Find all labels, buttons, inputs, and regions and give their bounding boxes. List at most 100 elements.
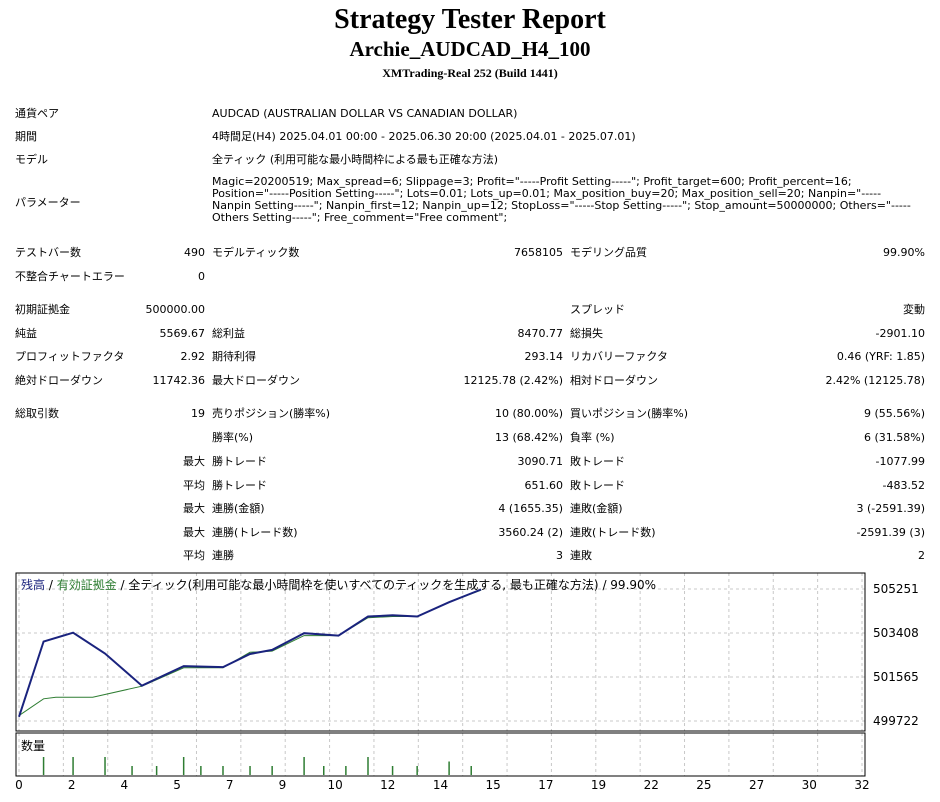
x-tick-label: 4 bbox=[121, 778, 129, 792]
max-consecutive-wins-value: 4 (1655.35) bbox=[498, 502, 563, 515]
broker-server: XMTrading-Real 252 (Build 1441) bbox=[382, 66, 558, 80]
x-tick-label: 2 bbox=[68, 778, 76, 792]
avg-win-label: 勝トレード bbox=[212, 479, 267, 492]
x-tick-label: 22 bbox=[644, 778, 659, 792]
legend-method: 全ティック(利用可能な最小時間枠を使いすべてのティックを生成する, 最も正確な方… bbox=[128, 577, 598, 592]
gross-loss-value: -2901.10 bbox=[875, 327, 925, 340]
max-consecutive-loss-amount-value: -2591.39 (3) bbox=[856, 526, 925, 539]
period-label: 期間 bbox=[15, 130, 37, 143]
avg-loss-value: -483.52 bbox=[882, 479, 925, 492]
x-tick-label: 5 bbox=[173, 778, 181, 792]
x-tick-label: 14 bbox=[433, 778, 448, 792]
series-layer bbox=[18, 588, 482, 718]
win-rate-value: 13 (68.42%) bbox=[494, 431, 563, 444]
volume-layer bbox=[42, 757, 472, 775]
params-value: Magic=20200519; Max_spread=6; Slippage=3… bbox=[212, 175, 911, 224]
long-positions-value: 9 (55.56%) bbox=[863, 407, 925, 420]
quality-label: モデリング品質 bbox=[570, 246, 647, 259]
max-consecutive-loss-amount-label: 連敗(トレード数) bbox=[570, 526, 656, 539]
x-tick-label: 7 bbox=[226, 778, 234, 792]
ticks-label: モデルティック数 bbox=[212, 246, 300, 259]
total-trades-value: 19 bbox=[191, 407, 205, 420]
gross-profit-value: 8470.77 bbox=[517, 327, 564, 340]
x-tick-label: 32 bbox=[854, 778, 869, 792]
deposit-value: 500000.00 bbox=[145, 303, 206, 316]
y-tick-label: 503408 bbox=[873, 626, 919, 640]
spread-value: 変動 bbox=[903, 303, 925, 316]
deposit-label: 初期証拠金 bbox=[15, 303, 70, 316]
model-value: 全ティック (利用可能な最小時間枠による最も正確な方法) bbox=[212, 153, 499, 166]
largest-loss-value: -1077.99 bbox=[875, 455, 925, 468]
x-tick-label: 15 bbox=[486, 778, 501, 792]
abs-drawdown-value: 11742.36 bbox=[152, 374, 206, 387]
rel-drawdown-value: 2.42% (12125.78) bbox=[825, 374, 925, 387]
volume-label: 数量 bbox=[21, 738, 45, 753]
loss-rate-label: 負率 (%) bbox=[570, 431, 615, 444]
max-consecutive-losses-label: 連敗(金額) bbox=[570, 502, 623, 515]
x-tick-label: 12 bbox=[380, 778, 395, 792]
main-plot-frame bbox=[15, 572, 866, 732]
abs-drawdown-label: 絶対ドローダウン bbox=[15, 374, 103, 387]
max-consecutive-wins-label: 連勝(金額) bbox=[212, 502, 265, 515]
rel-drawdown-label: 相対ドローダウン bbox=[570, 374, 658, 387]
legend-separator: / bbox=[45, 578, 57, 592]
x-axis-labels: 0 2 4 5 7 9 10 12 14 15 17 19 22 25 27 30 32 bbox=[15, 778, 869, 792]
chart-legend: 残高 / 有効証拠金 / 全ティック(利用可能な最小時間枠を使いすべてのティック… bbox=[21, 577, 656, 592]
bars-label: テストバー数 bbox=[15, 246, 81, 259]
largest-loss-label: 敗トレード bbox=[570, 455, 625, 468]
max-consecutive-losses-value: 3 (-2591.39) bbox=[856, 502, 925, 515]
y-axis-labels: 505251 503408 501565 499722 bbox=[873, 582, 919, 728]
largest-win-label: 勝トレード bbox=[212, 455, 267, 468]
profit-factor-value: 2.92 bbox=[180, 350, 206, 363]
net-profit-value: 5569.67 bbox=[159, 327, 206, 340]
short-positions-value: 10 (80.00%) bbox=[494, 407, 563, 420]
params-label: パラメーター bbox=[15, 196, 81, 209]
avg-consecutive-wins-value: 3 bbox=[556, 549, 563, 562]
quality-value: 99.90% bbox=[883, 246, 925, 259]
max-consecutive-profit-label: 連勝(トレード数) bbox=[212, 526, 298, 539]
row-qualifier: 最大 bbox=[183, 455, 205, 468]
profit-factor-label: プロフィットファクタ bbox=[15, 350, 125, 363]
legend-quality: 99.90% bbox=[610, 578, 656, 592]
x-tick-label: 25 bbox=[696, 778, 711, 792]
legend-separator: / bbox=[117, 578, 129, 592]
gross-profit-label: 総利益 bbox=[212, 327, 245, 340]
x-tick-label: 10 bbox=[327, 778, 342, 792]
win-rate-label: 勝率(%) bbox=[212, 431, 254, 444]
y-tick-label: 505251 bbox=[873, 582, 919, 596]
recovery-factor-label: リカバリーファクタ bbox=[570, 350, 668, 363]
mismatch-value: 0 bbox=[198, 270, 205, 283]
ticks-value: 7658105 bbox=[514, 246, 563, 259]
model-label: モデル bbox=[15, 153, 48, 166]
mismatch-label: 不整合チャートエラー bbox=[15, 270, 125, 283]
symbol-label: 通貨ペア bbox=[15, 107, 59, 120]
long-positions-label: 買いポジション(勝率%) bbox=[570, 407, 689, 420]
row-qualifier: 平均 bbox=[183, 549, 205, 562]
avg-win-value: 651.60 bbox=[524, 479, 564, 492]
balance-chart: 505251 503408 501565 499722 0 2 4 5 7 9 10 12 14 15 1… bbox=[15, 572, 940, 798]
expected-payoff-value: 293.14 bbox=[524, 350, 564, 363]
legend-equity: 有効証拠金 bbox=[57, 577, 117, 592]
total-trades-label: 総取引数 bbox=[15, 407, 59, 420]
avg-consecutive-losses-value: 2 bbox=[918, 549, 925, 562]
x-tick-label: 0 bbox=[15, 778, 23, 792]
avg-consecutive-losses-label: 連敗 bbox=[570, 549, 592, 562]
net-profit-label: 純益 bbox=[15, 327, 37, 340]
x-tick-label: 9 bbox=[279, 778, 287, 792]
avg-loss-label: 敗トレード bbox=[570, 479, 625, 492]
expected-payoff-label: 期待利得 bbox=[212, 350, 256, 363]
x-tick-label: 19 bbox=[591, 778, 606, 792]
row-qualifier: 最大 bbox=[183, 502, 205, 515]
report-subtitle: Archie_AUDCAD_H4_100 bbox=[349, 37, 591, 61]
volume-plot-frame bbox=[15, 732, 866, 777]
loss-rate-value: 6 (31.58%) bbox=[863, 431, 925, 444]
short-positions-label: 売りポジション(勝率%) bbox=[212, 407, 331, 420]
x-tick-label: 27 bbox=[749, 778, 764, 792]
avg-consecutive-wins-label: 連勝 bbox=[212, 549, 234, 562]
symbol-value: AUDCAD (AUSTRALIAN DOLLAR VS CANADIAN DO… bbox=[212, 107, 518, 120]
max-drawdown-label: 最大ドローダウン bbox=[212, 374, 300, 387]
y-tick-label: 499722 bbox=[873, 714, 919, 728]
spread-label: スプレッド bbox=[570, 303, 625, 316]
bars-value: 490 bbox=[184, 246, 205, 259]
row-qualifier: 最大 bbox=[183, 526, 205, 539]
